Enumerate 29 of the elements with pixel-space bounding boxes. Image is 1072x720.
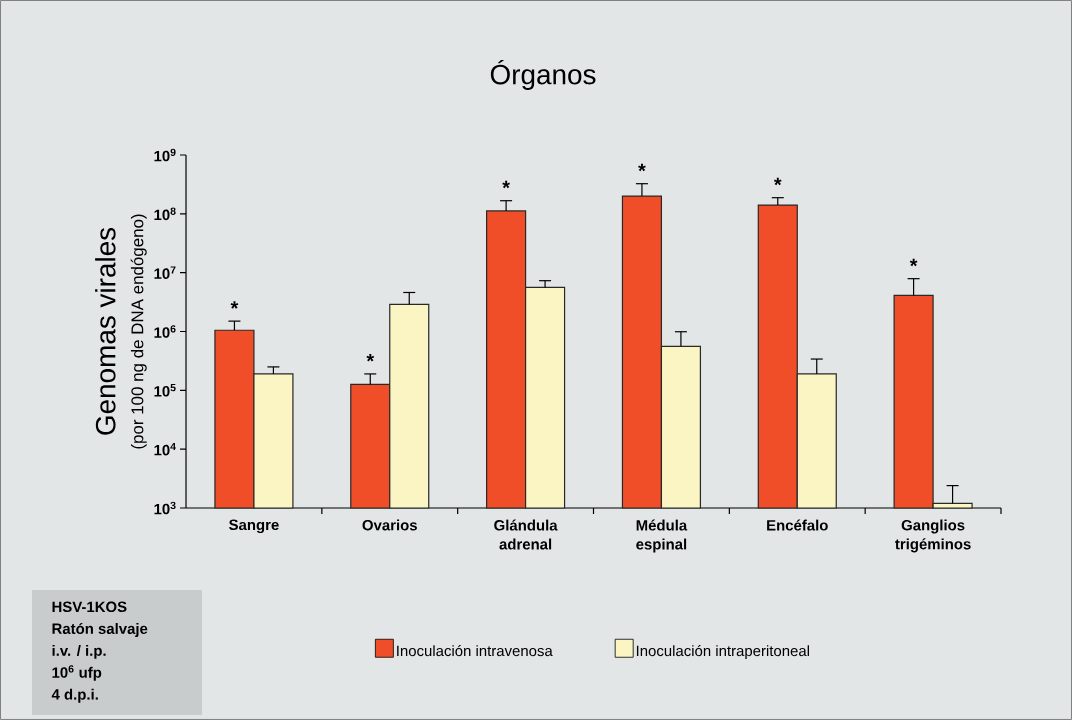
y-tick-label: 10$^{8}$ bbox=[154, 207, 176, 221]
text: 4 d.p.i. bbox=[51, 688, 98, 703]
x-tick-label: Médula espinal bbox=[636, 519, 688, 553]
annotation: * bbox=[909, 258, 918, 267]
y-tick-label: 10$^{6}$ bbox=[154, 325, 176, 338]
y-tick-label: 10$^{9}$ bbox=[154, 148, 176, 162]
x-tick-label: Encéfalo bbox=[767, 519, 828, 531]
text: (por 100 ng de DNA endógeno) bbox=[130, 214, 147, 449]
annotation: * bbox=[366, 354, 375, 362]
y-axis-title: Genomas virales bbox=[95, 227, 116, 435]
text: HSV-1KOS bbox=[52, 601, 127, 613]
x-tick-label: Ovarios bbox=[362, 519, 417, 531]
y-tick-label: 10$^{3}$ bbox=[154, 501, 176, 515]
annotation: * bbox=[638, 163, 646, 172]
annotation: * bbox=[773, 177, 782, 186]
y-tick-label: 10$^{5}$ bbox=[154, 384, 176, 397]
annotation: * bbox=[502, 180, 510, 189]
y-tick-label: 10$^{7}$ bbox=[154, 266, 176, 279]
annotation: * bbox=[230, 301, 239, 309]
legend-label: Inoculación intravenosa bbox=[397, 645, 553, 657]
y-tick-label: 10$^{4}$ bbox=[154, 442, 176, 456]
legend-label: Inoculación intraperitoneal bbox=[636, 645, 809, 660]
x-tick-label: Glándula adrenal bbox=[494, 519, 558, 550]
text: Ratón salvaje bbox=[52, 622, 148, 637]
text: i.v. / i.p. bbox=[52, 644, 106, 659]
chart-title: Órganos bbox=[490, 60, 596, 90]
x-tick-label: Ganglios trigéminos bbox=[895, 519, 971, 553]
text: 10$^{6}$ ufp bbox=[52, 665, 102, 681]
x-tick-label: Sangre bbox=[229, 519, 279, 534]
